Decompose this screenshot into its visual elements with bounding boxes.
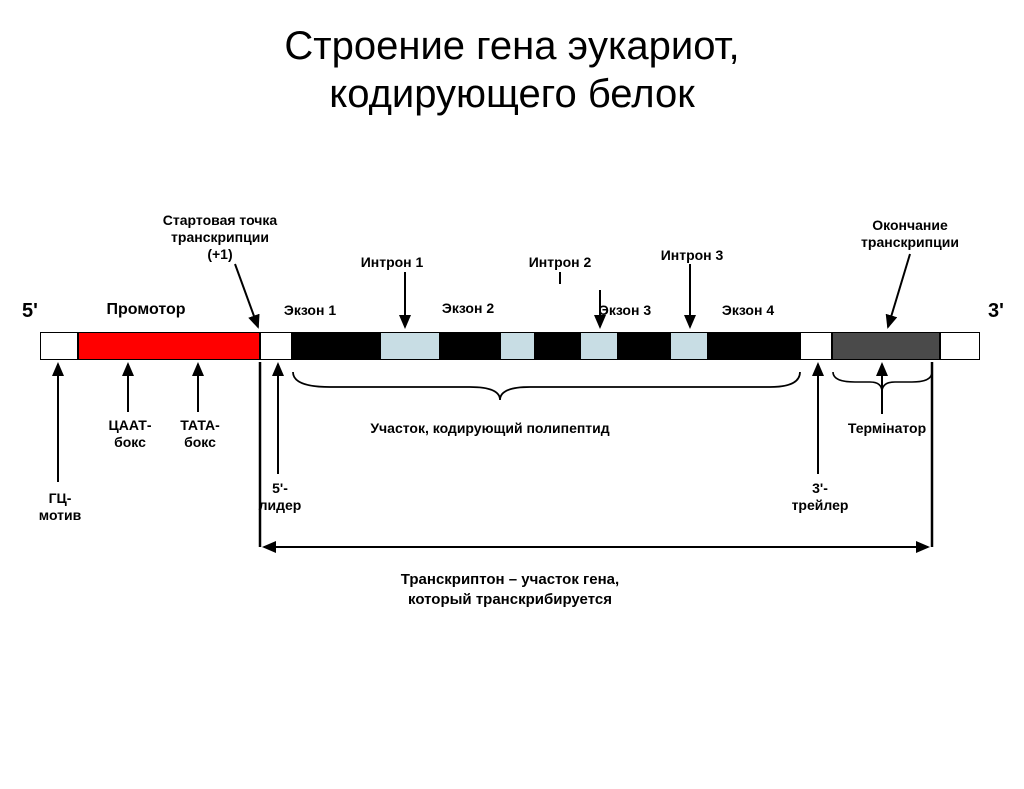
- five-prime-label: 5': [22, 300, 38, 323]
- segment-tail: [940, 332, 980, 360]
- transcripton-caption: Транскриптон – участок гена,который тран…: [340, 570, 680, 609]
- gene-structure-bar: [40, 332, 980, 360]
- segment-exon-2a: [440, 332, 500, 360]
- title-line-2: кодирующего белок: [329, 72, 695, 116]
- exon4-label: Экзон 4: [718, 302, 778, 319]
- start-point-label: Стартовая точкатранскрипции(+1): [150, 212, 290, 262]
- three-prime-label: 3': [988, 300, 1004, 323]
- exon1-label: Экзон 1: [280, 302, 340, 319]
- segment-exon-3: [618, 332, 670, 360]
- end-transcription-label: Окончаниетранскрипции: [840, 217, 980, 251]
- caat-box-label: ЦААТ-бокс: [100, 417, 160, 451]
- segment-gc-motif: [40, 332, 78, 360]
- segment-exon-mid: [535, 332, 580, 360]
- leader5-label: 5'-лидер: [250, 480, 310, 514]
- segment-intron-2b: [580, 332, 618, 360]
- intron3-label: Интрон 3: [652, 247, 732, 264]
- promoter-label: Промотор: [86, 300, 206, 319]
- annotation-arrows: [0, 22, 1024, 789]
- segment-intron-1: [380, 332, 440, 360]
- segment-terminator: [832, 332, 940, 360]
- trailer3-label: 3'-трейлер: [780, 480, 860, 514]
- segment-exon-4: [708, 332, 800, 360]
- coding-region-label: Участок, кодирующий полипептид: [330, 420, 650, 437]
- segment-exon-1: [292, 332, 380, 360]
- segment-trailer-3: [800, 332, 832, 360]
- segment-intron-3: [670, 332, 708, 360]
- segment-intron-2a: [500, 332, 535, 360]
- segment-promoter-red: [78, 332, 260, 360]
- exon3-label: Экзон 3: [595, 302, 655, 319]
- intron2-label: Интрон 2: [520, 254, 600, 271]
- exon2-label: Экзон 2: [438, 300, 498, 317]
- gc-motif-label: ГЦ-мотив: [30, 490, 90, 524]
- title-line-1: Строение гена эукариот,: [284, 24, 739, 68]
- page-title: Строение гена эукариот, кодирующего бело…: [0, 22, 1024, 118]
- tata-box-label: ТАТА-бокс: [170, 417, 230, 451]
- terminator-label: Термінатор: [832, 420, 942, 437]
- segment-leader-5: [260, 332, 292, 360]
- intron1-label: Интрон 1: [352, 254, 432, 271]
